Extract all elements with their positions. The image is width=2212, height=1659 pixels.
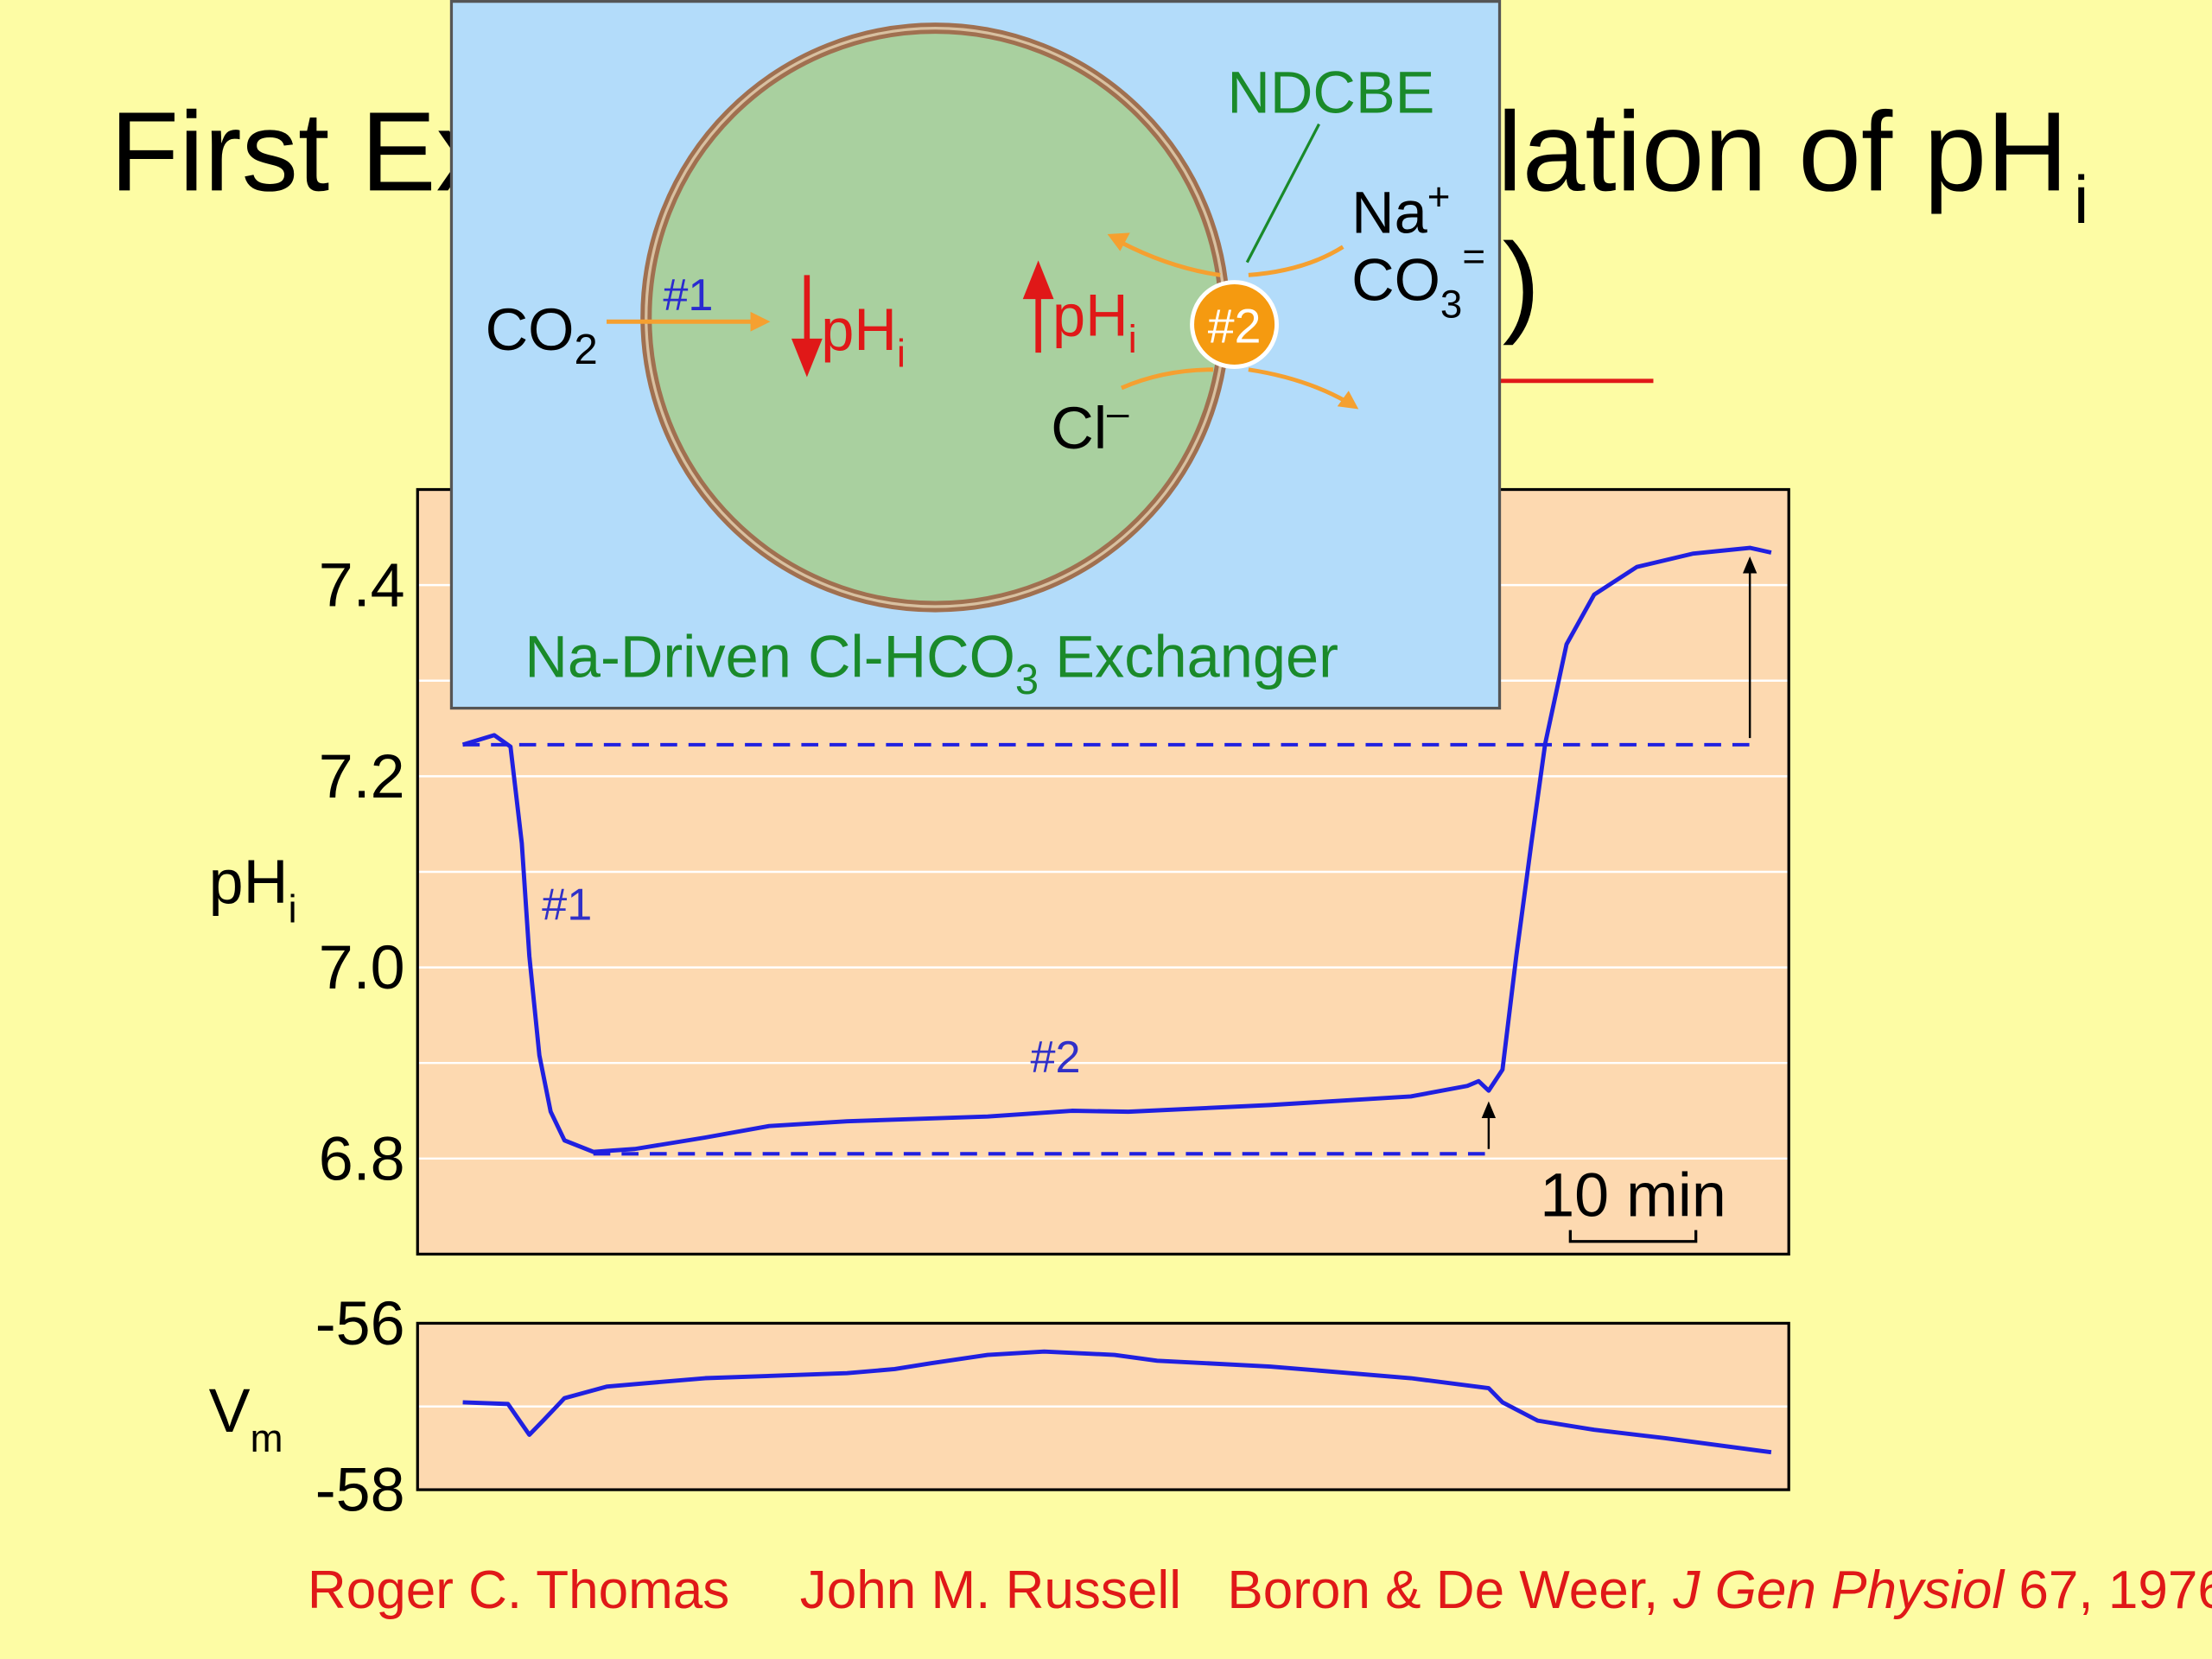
- label: CO3=: [1351, 234, 1485, 327]
- title: First Ex: [110, 88, 493, 214]
- y-axis-label-sub: m: [251, 1416, 283, 1460]
- citation-text: 67, 1976: [2004, 1560, 2212, 1620]
- y-axis-label-text: V: [209, 1376, 251, 1446]
- arrow-head: [1481, 1101, 1497, 1119]
- pointer: [1245, 123, 1320, 264]
- label: CO2: [486, 296, 598, 373]
- arrow-head: [1107, 232, 1130, 251]
- y-axis-label: Vm: [209, 1376, 283, 1460]
- caption: Na-Driven Cl-HCO3 Exchanger: [524, 624, 1338, 704]
- caption-text: Exchanger: [1039, 624, 1338, 690]
- label-sub: 2: [574, 327, 597, 373]
- y-tick-label: 7.4: [319, 551, 405, 620]
- scale-bar-label: 10 min: [1540, 1160, 1726, 1230]
- caption-sub: 3: [1015, 657, 1039, 703]
- transporter: [1190, 280, 1279, 369]
- citation-journal: J Gen Physiol: [1672, 1560, 2005, 1620]
- label-sup: –: [1107, 391, 1129, 435]
- y-tick-label: -58: [315, 1456, 405, 1525]
- title-left: First Ex: [110, 88, 493, 214]
- y-tick-label: -56: [315, 1289, 405, 1358]
- y-tick-label: 6.8: [319, 1124, 405, 1193]
- label: Cl–: [1051, 391, 1129, 461]
- label-text: CO: [486, 296, 575, 363]
- scale-bar: [1568, 1230, 1698, 1243]
- title: ulation of pH: [1434, 88, 2068, 214]
- step-label: #2: [1208, 300, 1262, 353]
- label-text: Cl: [1051, 395, 1107, 461]
- title-right: ulation of pH: [1434, 88, 2068, 214]
- arrow-head: [1022, 260, 1054, 300]
- label: pHi: [821, 296, 906, 376]
- label-text: pH: [821, 296, 897, 363]
- arrow: [1120, 367, 1214, 391]
- title-sub: i: [2074, 162, 2088, 238]
- trace: [461, 545, 1772, 1154]
- title-line2: ): [1503, 219, 1541, 346]
- trace: [462, 1349, 1772, 1455]
- label: NDCBE: [1227, 60, 1434, 126]
- citation: Roger C. Thomas: [308, 1560, 729, 1620]
- label-sub: i: [897, 331, 906, 375]
- y-axis-label-text: pH: [209, 848, 289, 917]
- y-axis-label: pHi: [209, 848, 297, 931]
- citation: Boron & De Weer, J Gen Physiol 67, 1976: [1227, 1560, 2212, 1620]
- y-tick-label: 7.0: [319, 933, 405, 1002]
- label-sub: i: [1128, 317, 1137, 361]
- label-text: pH: [1052, 283, 1128, 349]
- label-sup: =: [1462, 234, 1485, 278]
- arrow: [1248, 367, 1349, 404]
- y-axis-label-sub: i: [288, 887, 296, 931]
- arrow: [1248, 245, 1344, 277]
- arrow-head: [791, 338, 823, 378]
- label-sub: 3: [1440, 282, 1462, 326]
- annotation: #1: [542, 880, 592, 930]
- arrow-head: [1742, 556, 1758, 574]
- plot-frame: [416, 1321, 1790, 1491]
- label-text: Na: [1351, 179, 1428, 245]
- caption-text: Na-Driven Cl-HCO: [524, 624, 1015, 690]
- citation-text: Boron & De Weer,: [1227, 1560, 1673, 1620]
- step-label: #1: [663, 270, 713, 321]
- label: pHi: [1052, 283, 1137, 362]
- label-text: CO: [1351, 247, 1440, 314]
- label: Na+: [1351, 175, 1450, 245]
- arrow-head: [1337, 391, 1359, 410]
- citation: John M. Russell: [800, 1560, 1181, 1620]
- arrow: [1120, 240, 1221, 277]
- annotation: #2: [1030, 1033, 1080, 1083]
- label-sup: +: [1427, 175, 1451, 219]
- y-tick-label: 7.2: [319, 742, 405, 811]
- cell: [640, 22, 1230, 613]
- diagram: #2 NDCBE Na+ CO3= CO2 #1 pHi pHi Cl– Na-…: [449, 0, 1502, 710]
- arrow-head: [750, 311, 771, 332]
